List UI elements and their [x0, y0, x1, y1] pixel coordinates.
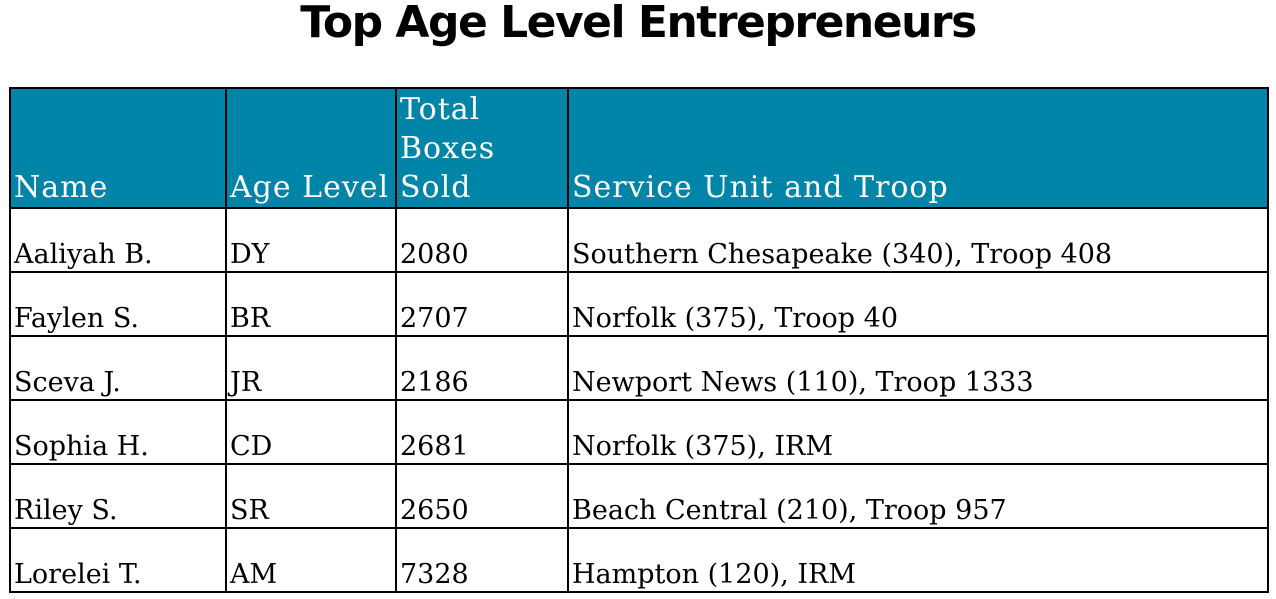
column-header-age-level: Age Level	[225, 87, 397, 209]
table-row: Aaliyah B. DY 2080 Southern Chesapeake (…	[9, 207, 1269, 273]
cell-name: Sceva J.	[9, 335, 227, 401]
cell-service-unit-troop: Southern Chesapeake (340), Troop 408	[567, 207, 1269, 273]
column-header-total-boxes-sold: Total Boxes Sold	[395, 87, 569, 209]
cell-service-unit-troop: Newport News (110), Troop 1333	[567, 335, 1269, 401]
cell-service-unit-troop: Norfolk (375), Troop 40	[567, 271, 1269, 337]
cell-age-level: JR	[225, 335, 397, 401]
table-row: Lorelei T. AM 7328 Hampton (120), IRM	[9, 527, 1269, 593]
cell-total-boxes-sold: 2707	[395, 271, 569, 337]
table-row: Sceva J. JR 2186 Newport News (110), Tro…	[9, 335, 1269, 401]
cell-name: Riley S.	[9, 463, 227, 529]
cell-total-boxes-sold: 2080	[395, 207, 569, 273]
cell-service-unit-troop: Norfolk (375), IRM	[567, 399, 1269, 465]
cell-age-level: CD	[225, 399, 397, 465]
cell-name: Sophia H.	[9, 399, 227, 465]
cell-age-level: BR	[225, 271, 397, 337]
cell-total-boxes-sold: 2186	[395, 335, 569, 401]
table-row: Sophia H. CD 2681 Norfolk (375), IRM	[9, 399, 1269, 465]
cell-name: Aaliyah B.	[9, 207, 227, 273]
cell-name: Lorelei T.	[9, 527, 227, 593]
table-row: Riley S. SR 2650 Beach Central (210), Tr…	[9, 463, 1269, 529]
table-header-row: Name Age Level Total Boxes Sold Service …	[9, 87, 1269, 209]
page-title: Top Age Level Entrepreneurs	[300, 0, 977, 48]
entrepreneurs-table: Name Age Level Total Boxes Sold Service …	[9, 87, 1269, 593]
column-header-name: Name	[9, 87, 227, 209]
table-row: Faylen S. BR 2707 Norfolk (375), Troop 4…	[9, 271, 1269, 337]
cell-age-level: AM	[225, 527, 397, 593]
cell-total-boxes-sold: 2681	[395, 399, 569, 465]
cell-service-unit-troop: Hampton (120), IRM	[567, 527, 1269, 593]
cell-total-boxes-sold: 7328	[395, 527, 569, 593]
cell-name: Faylen S.	[9, 271, 227, 337]
cell-age-level: DY	[225, 207, 397, 273]
cell-age-level: SR	[225, 463, 397, 529]
column-header-service-unit-troop: Service Unit and Troop	[567, 87, 1269, 209]
cell-service-unit-troop: Beach Central (210), Troop 957	[567, 463, 1269, 529]
cell-total-boxes-sold: 2650	[395, 463, 569, 529]
